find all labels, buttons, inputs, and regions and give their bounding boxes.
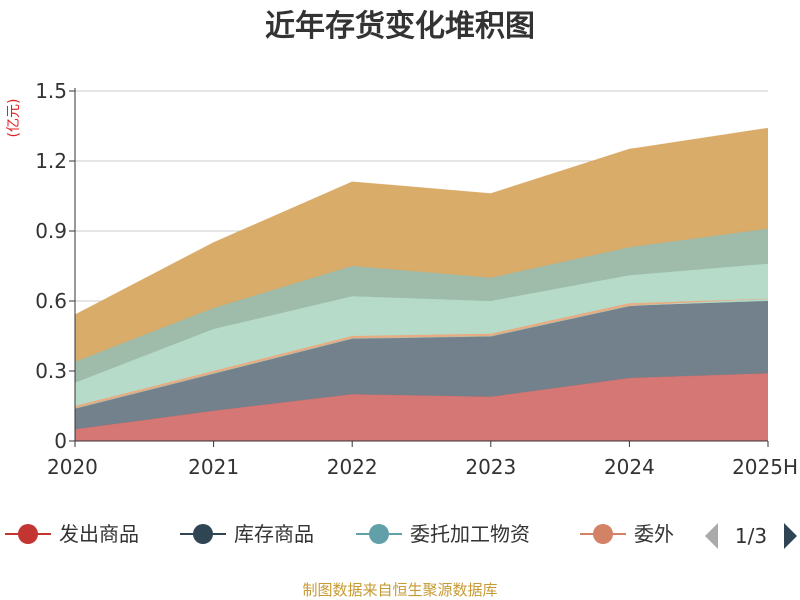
axes: [74, 88, 769, 447]
area-series-4: [75, 263, 768, 406]
x-tick-labels: 2020 2021 2022 2023 2024 2025H: [47, 455, 798, 479]
legend-circle-icon: [18, 524, 38, 544]
x-tick-label: 2023: [465, 455, 516, 479]
x-tick-label: 2020: [47, 455, 98, 479]
legend-circle-icon: [593, 524, 613, 544]
legend-prev-arrow-icon[interactable]: [705, 523, 718, 549]
area-series-0: [75, 373, 768, 441]
legend-item[interactable]: 委外: [580, 522, 674, 546]
area-series-5: [75, 228, 768, 383]
legend-label: 委托加工物资: [410, 522, 530, 546]
legend-label: 发出商品: [59, 522, 139, 546]
legend-circle-icon: [369, 524, 389, 544]
legend-item[interactable]: 库存商品: [180, 522, 314, 546]
y-tick-label: 1.2: [35, 149, 67, 173]
legend-circle-icon: [193, 524, 213, 544]
y-unit-label: (亿元): [6, 99, 22, 138]
area-series-6: [75, 128, 768, 362]
x-tick-label: 2021: [188, 455, 239, 479]
x-tick-label: 2025H: [732, 455, 798, 479]
y-tick-label: 0.9: [35, 219, 67, 243]
legend-page-indicator: 1/3: [735, 524, 767, 548]
y-tick-label: 0: [54, 429, 67, 453]
legend: 发出商品 库存商品 委托加工物资 委外: [5, 522, 674, 546]
area-series-1: [75, 301, 768, 430]
y-tick-label: 0.3: [35, 359, 67, 383]
x-tick-label: 2022: [327, 455, 378, 479]
legend-item[interactable]: 发出商品: [5, 522, 139, 546]
legend-item[interactable]: 委托加工物资: [356, 522, 530, 546]
legend-label: 库存商品: [234, 522, 314, 546]
area-series-group: [74, 127, 769, 441]
x-tick-label: 2024: [604, 455, 655, 479]
legend-label: 委外: [634, 522, 674, 546]
area-series-line-6: [74, 127, 769, 316]
legend-next-arrow-icon[interactable]: [784, 523, 797, 549]
y-tick-label: 0.6: [35, 289, 67, 313]
y-tick-labels: 0 0.3 0.6 0.9 1.2 1.5: [35, 79, 67, 453]
y-tick-label: 1.5: [35, 79, 67, 103]
data-source-note: 制图数据来自恒生聚源数据库: [302, 581, 497, 599]
chart-title: 近年存货变化堆积图: [265, 9, 535, 44]
legend-pager[interactable]: 1/3: [705, 523, 797, 549]
